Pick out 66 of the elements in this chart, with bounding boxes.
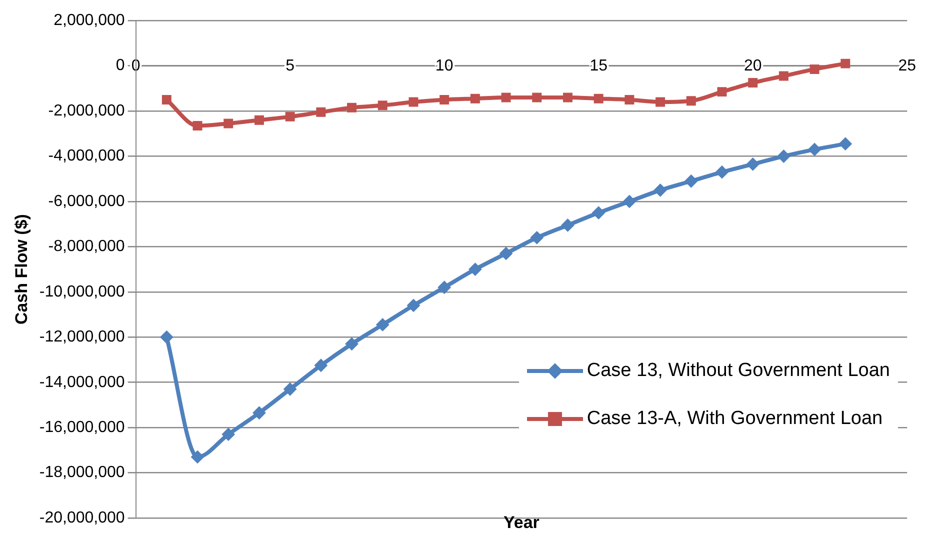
point [468,262,482,276]
point [562,92,572,102]
point [222,428,235,441]
y-tick-label: -6,000,000 [48,192,125,210]
point [686,96,696,106]
point [252,406,266,420]
point [838,137,852,150]
x-tick-label: 5 [286,58,295,75]
point [684,174,698,188]
point [440,94,450,104]
point [254,115,264,125]
point [748,78,758,88]
point [777,150,790,163]
y-axis-title: Cash Flow ($) [12,214,31,325]
y-tick-label: 2,000,000 [54,12,125,30]
point [717,87,727,97]
x-tick-label: 15 [590,58,608,75]
point [840,58,850,68]
point [622,194,636,208]
point [284,382,297,396]
legend-label: Case 13-A, With Government Loan [586,408,883,430]
y-tick-label: -20,000,000 [39,509,125,526]
point [408,97,418,107]
point [654,184,667,197]
point [345,337,358,350]
point [347,102,357,112]
x-tick-label: 25 [898,58,916,75]
point [378,100,388,110]
point [746,158,760,171]
point [778,71,788,81]
point [656,97,666,107]
point [500,246,513,260]
y-tick-label: -16,000,000 [39,418,125,436]
point [808,142,822,156]
point [191,450,204,464]
point [624,94,634,104]
x-tick-label: 10 [435,58,454,75]
point [160,330,174,344]
point [530,231,544,244]
y-tick-label: -10,000,000 [39,283,125,300]
y-tick-label: -18,000,000 [39,464,125,482]
point [192,120,202,130]
point [316,107,326,117]
point [810,64,820,74]
point [162,94,172,104]
point [561,218,574,232]
point [470,94,480,104]
y-tick-label: -8,000,000 [48,238,125,256]
point [594,94,604,104]
y-tick-label: -2,000,000 [48,102,125,120]
point [224,118,234,128]
point [376,318,390,332]
y-tick-label: -4,000,000 [48,148,125,165]
point [285,112,295,122]
x-tick-label: 20 [744,58,762,75]
y-tick-label: -12,000,000 [39,328,125,346]
point [592,206,606,220]
point [314,358,328,372]
point [438,280,451,294]
point [501,92,511,102]
point [532,92,542,102]
legend-label: Case 13, Without Government Loan [586,360,890,382]
point [406,298,420,312]
y-tick-label: -14,000,000 [39,374,125,391]
point [715,166,728,179]
x-axis-title: Year [503,513,540,532]
